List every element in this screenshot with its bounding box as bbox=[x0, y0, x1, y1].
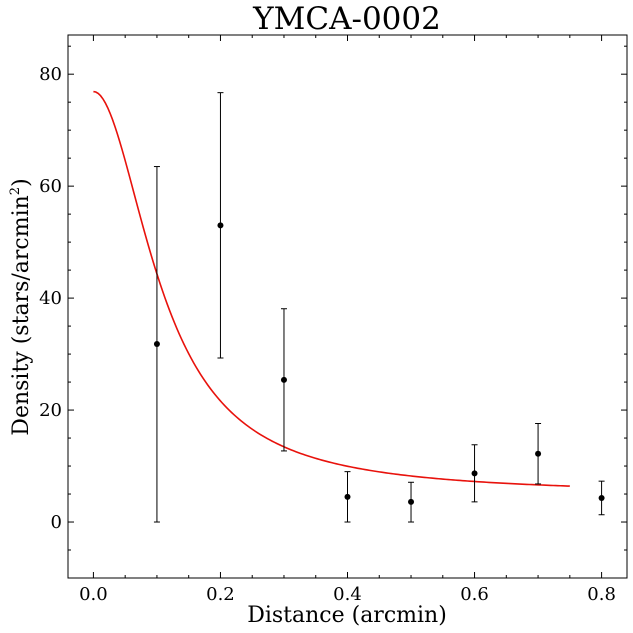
x-tick-label: 0.8 bbox=[587, 584, 616, 605]
data-point bbox=[217, 222, 224, 229]
x-axis-label: Distance (arcmin) bbox=[247, 603, 447, 628]
y-tick-label: 80 bbox=[39, 64, 62, 85]
y-tick-label: 40 bbox=[39, 288, 62, 309]
x-tick-label: 0.0 bbox=[79, 584, 108, 605]
y-axis-label-suffix: ) bbox=[9, 178, 34, 187]
data-point bbox=[153, 341, 160, 348]
y-tick-label: 20 bbox=[39, 400, 62, 421]
axis-ticks: 0.0 0.2 0.4 0.6 0.8 0 20 40 60 80 bbox=[39, 35, 627, 605]
chart-title: YMCA-0002 bbox=[252, 1, 441, 37]
data-point bbox=[471, 470, 478, 477]
y-tick-label: 0 bbox=[51, 512, 62, 533]
king-fit-curve bbox=[93, 90, 570, 487]
data-point bbox=[535, 450, 542, 457]
x-tick-label: 0.4 bbox=[333, 584, 362, 605]
data-point bbox=[598, 494, 605, 501]
data-point bbox=[344, 493, 351, 500]
y-axis-label-main: Density (stars/arcmin bbox=[9, 195, 34, 436]
y-axis-label-superscript: 2 bbox=[8, 187, 23, 195]
x-tick-label: 0.2 bbox=[206, 584, 235, 605]
y-axis-label: Density (stars/arcmin2) bbox=[8, 178, 34, 435]
x-tick-label: 0.6 bbox=[460, 584, 489, 605]
data-point bbox=[408, 498, 415, 505]
data-points-layer bbox=[153, 92, 605, 523]
fit-curve-layer bbox=[93, 90, 570, 487]
data-point bbox=[280, 376, 287, 383]
y-tick-label: 60 bbox=[39, 176, 62, 197]
